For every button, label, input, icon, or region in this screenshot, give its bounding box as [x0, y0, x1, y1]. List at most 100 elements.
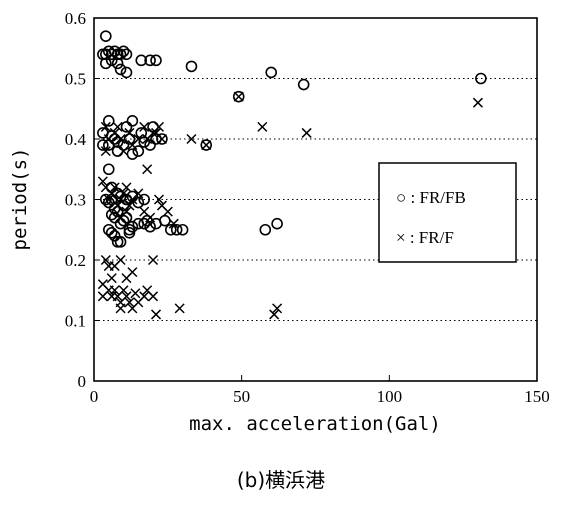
point-fr-f	[153, 194, 165, 205]
point-fr-fb	[105, 226, 118, 239]
data-points	[97, 30, 487, 320]
point-fr-f	[115, 254, 126, 266]
point-fr-fb	[475, 72, 487, 85]
point-fr-fb	[100, 30, 112, 42]
point-fr-f	[115, 194, 126, 205]
x-tick-label: 0	[90, 387, 99, 406]
point-fr-f	[103, 194, 114, 205]
point-fr-fb	[111, 48, 124, 61]
point-fr-f	[97, 176, 108, 187]
point-fr-fb	[123, 223, 136, 236]
point-fr-fb	[135, 54, 148, 67]
point-fr-f	[472, 97, 483, 108]
point-fr-f	[106, 273, 117, 284]
point-fr-f	[233, 91, 244, 102]
point-fr-f	[133, 188, 144, 199]
x-axis-ticks: 0 50 100 150	[90, 375, 550, 406]
y-tick-label: 0.4	[65, 130, 87, 149]
point-fr-fb	[123, 226, 136, 239]
point-fr-fb	[120, 66, 133, 79]
point-fr-fb	[271, 217, 283, 230]
point-fr-f	[269, 309, 280, 320]
x-tick-label: 100	[377, 387, 403, 406]
point-fr-fb	[100, 57, 112, 70]
point-fr-fb	[120, 48, 133, 61]
point-fr-fb	[200, 139, 213, 151]
point-fr-fb	[159, 214, 171, 227]
point-fr-fb	[102, 115, 115, 127]
point-fr-f	[142, 164, 153, 175]
point-fr-f	[112, 200, 123, 211]
point-fr-fb	[132, 145, 145, 157]
point-fr-f	[174, 303, 185, 314]
point-fr-f	[100, 254, 111, 266]
point-fr-fb	[170, 223, 183, 236]
point-fr-fb	[114, 236, 127, 248]
point-fr-fb	[126, 115, 139, 127]
point-fr-fb	[164, 223, 177, 236]
point-fr-f	[201, 140, 212, 151]
point-fr-f	[150, 127, 162, 138]
point-fr-f	[118, 188, 129, 199]
point-fr-fb	[126, 148, 139, 160]
point-fr-fb	[297, 78, 310, 91]
y-tick-label: 0	[78, 372, 87, 391]
y-tick-label: 0.2	[65, 251, 86, 270]
point-fr-f	[148, 254, 159, 266]
point-fr-fb	[105, 48, 118, 61]
point-fr-f	[121, 182, 132, 193]
point-fr-f	[112, 121, 123, 132]
y-tick-label: 0.5	[65, 70, 86, 89]
point-fr-fb	[97, 139, 109, 151]
point-fr-f	[118, 146, 129, 157]
point-fr-f	[109, 285, 120, 296]
y-axis-ticks: 0 0.1 0.2 0.3 0.4 0.5 0.6	[65, 9, 100, 391]
point-fr-fb	[265, 66, 278, 79]
point-fr-fb	[138, 217, 151, 230]
point-fr-f	[150, 309, 162, 320]
point-fr-f	[124, 200, 135, 211]
point-fr-f	[168, 218, 179, 229]
point-fr-fb	[126, 220, 139, 233]
point-fr-f	[257, 121, 268, 132]
point-fr-fb	[150, 54, 162, 67]
figure-caption: (b)横浜港	[236, 468, 326, 492]
point-fr-f	[115, 303, 126, 314]
point-fr-f	[118, 285, 129, 296]
point-fr-f	[109, 182, 120, 193]
point-fr-f	[301, 127, 312, 138]
point-fr-f	[139, 121, 150, 132]
x-tick-label: 150	[524, 387, 550, 406]
y-axis-label: period(s)	[9, 148, 31, 251]
legend-entry-fr-f: × : FR/F	[396, 228, 454, 247]
point-fr-f	[162, 206, 173, 217]
point-fr-f	[115, 133, 126, 145]
point-fr-fb	[259, 223, 272, 236]
legend: ○ : FR/FB × : FR/F	[378, 162, 517, 263]
point-fr-f	[153, 121, 165, 132]
legend-entry-fr-fb: ○ : FR/FB	[396, 188, 466, 207]
point-fr-f	[272, 303, 283, 314]
point-fr-fb	[156, 133, 168, 145]
point-fr-fb	[108, 230, 121, 242]
point-fr-fb	[144, 54, 156, 67]
point-fr-fb	[144, 220, 156, 233]
point-fr-fb	[176, 223, 189, 236]
point-fr-fb	[102, 223, 115, 236]
point-fr-fb	[100, 193, 112, 206]
point-fr-f	[106, 188, 117, 199]
point-fr-f	[145, 212, 156, 223]
point-fr-fb	[117, 45, 130, 58]
point-fr-f	[148, 291, 159, 302]
point-fr-f	[130, 288, 141, 299]
point-fr-f	[121, 206, 132, 217]
x-axis-label: max. acceleration(Gal)	[189, 413, 441, 435]
point-fr-fb	[232, 90, 245, 103]
point-fr-f	[124, 297, 135, 308]
point-fr-fb	[111, 57, 124, 70]
point-fr-fb	[185, 60, 198, 73]
point-fr-fb	[111, 236, 124, 248]
y-tick-label: 0.6	[65, 9, 86, 28]
point-fr-f	[121, 291, 132, 302]
